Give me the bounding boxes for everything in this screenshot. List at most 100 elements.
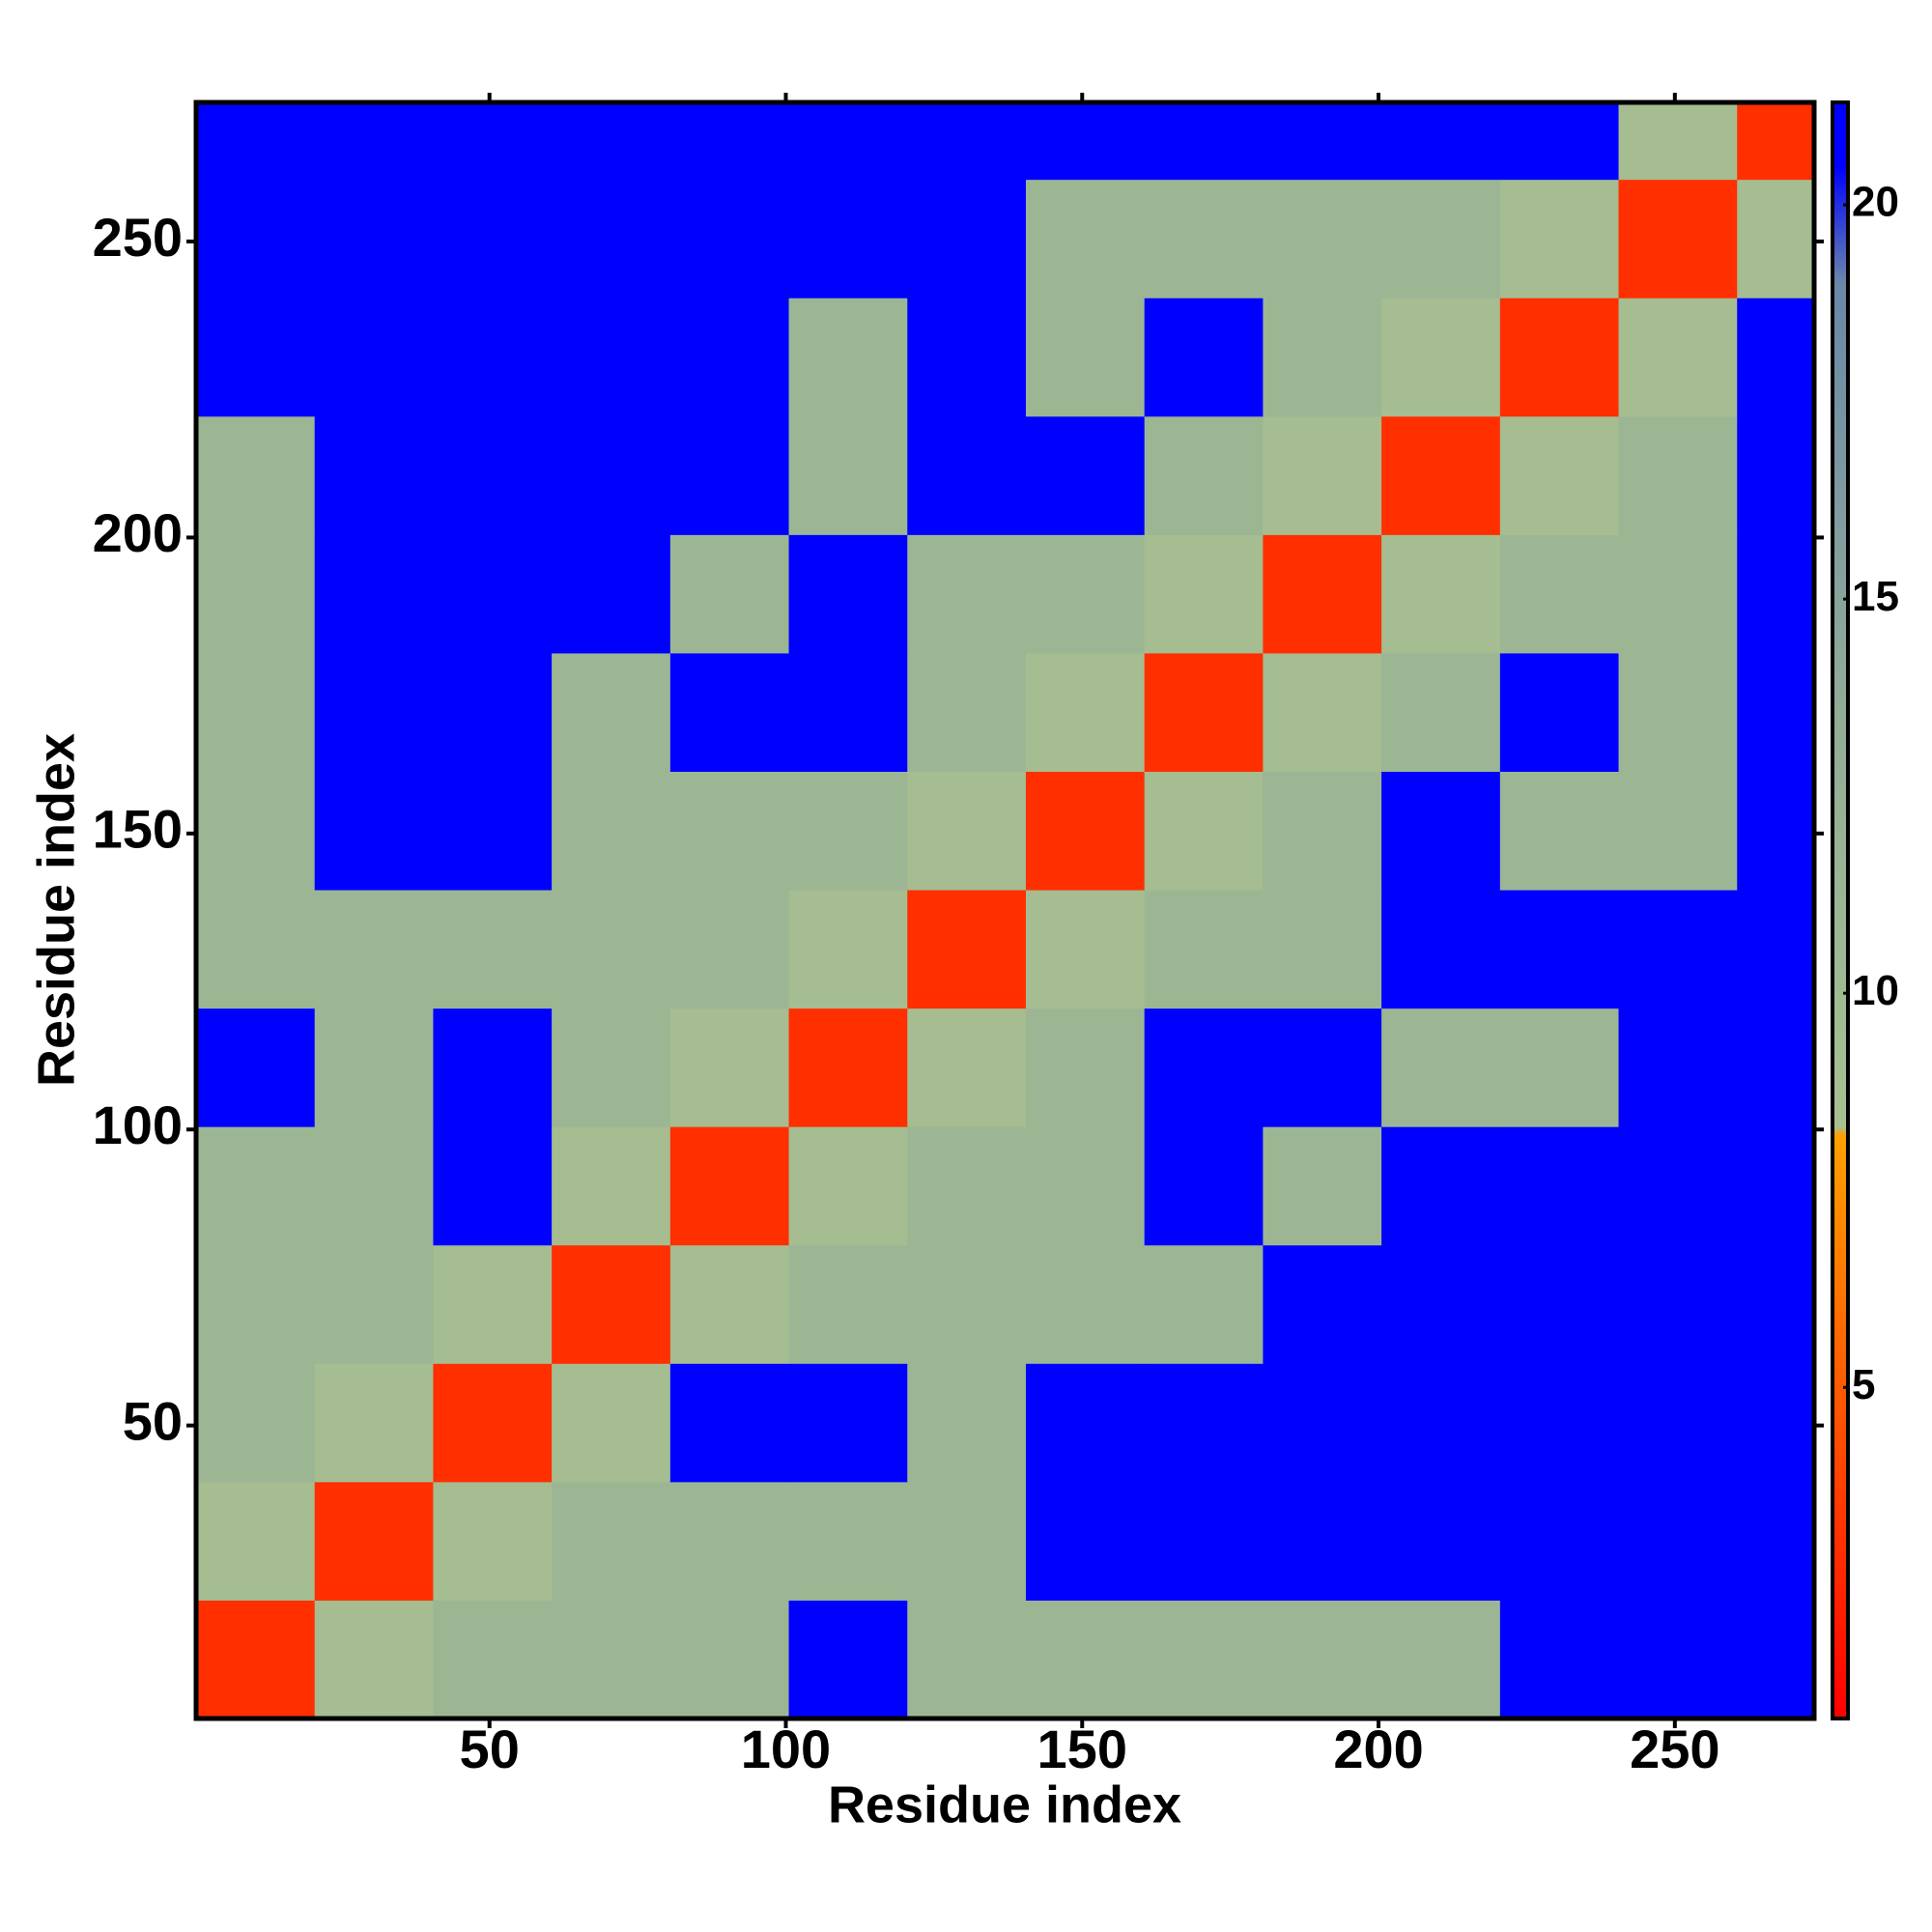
heatmap-cell — [788, 1600, 908, 1719]
heatmap-cell — [788, 1481, 908, 1601]
heatmap-cell — [1144, 1600, 1264, 1719]
heatmap-cell — [1263, 102, 1382, 181]
heatmap-cell — [669, 1363, 790, 1483]
heatmap-cell — [1263, 890, 1382, 1009]
heatmap-cell — [1025, 298, 1146, 417]
heatmap-cell — [669, 179, 790, 298]
heatmap-cell — [433, 771, 553, 891]
heatmap-cell — [552, 1008, 671, 1127]
heatmap-cell — [314, 771, 434, 891]
x-tick-label: 100 — [741, 1719, 831, 1779]
heatmap-cell — [552, 1126, 671, 1246]
heatmap-cell — [1618, 102, 1738, 181]
y-tick-label: 200 — [93, 502, 183, 563]
heatmap-cell — [1499, 1244, 1620, 1364]
heatmap-cell — [552, 1363, 671, 1483]
heatmap-cell — [1381, 1600, 1501, 1719]
heatmap-cell — [1499, 179, 1620, 298]
heatmap-cell — [1737, 890, 1815, 1009]
heatmap-cell — [1025, 1481, 1146, 1601]
heatmap-cell — [1737, 415, 1815, 535]
heatmap-cell — [1499, 652, 1620, 772]
x-tick-label: 200 — [1333, 1719, 1423, 1779]
heatmap-cell — [669, 298, 790, 417]
heatmap-cell — [196, 179, 316, 298]
heatmap-cell — [433, 1126, 553, 1246]
heatmap-cell — [1381, 1363, 1501, 1483]
heatmap-cell — [1144, 1126, 1264, 1246]
heatmap-cell — [1381, 1481, 1501, 1601]
heatmap-cell — [314, 1363, 434, 1483]
heatmap-cell — [1499, 415, 1620, 535]
heatmap-cell — [1144, 534, 1264, 654]
heatmap-cell — [1381, 102, 1501, 181]
y-tick-label: 50 — [123, 1390, 183, 1451]
heatmap-cell — [552, 771, 671, 891]
heatmap-cell — [788, 534, 908, 654]
heatmap-cell — [314, 102, 434, 181]
heatmap-cell — [1618, 1600, 1738, 1719]
x-tick-label: 250 — [1630, 1719, 1719, 1779]
colorbar-tick-label: 15 — [1852, 573, 1899, 620]
heatmap-cell — [1025, 771, 1146, 891]
heatmap-cell — [788, 179, 908, 298]
heatmap-cell — [552, 179, 671, 298]
heatmap-cell — [669, 771, 790, 891]
heatmap-cell — [669, 1244, 790, 1364]
heatmap-cell — [1737, 1481, 1815, 1601]
heatmap-cell — [314, 179, 434, 298]
heatmap-cell — [433, 1600, 553, 1719]
x-tick-label: 50 — [460, 1719, 520, 1779]
heatmap-cell — [907, 1481, 1027, 1601]
heatmap-cell — [1737, 179, 1815, 298]
heatmap-cell — [907, 771, 1027, 891]
heatmap-cell — [1263, 415, 1382, 535]
heatmap-cell — [1144, 1244, 1264, 1364]
heatmap-cell — [788, 1008, 908, 1127]
heatmap-cell — [1144, 652, 1264, 772]
heatmap-cell — [1381, 1126, 1501, 1246]
heatmap-cell — [788, 890, 908, 1009]
heatmap-cell — [433, 102, 553, 181]
heatmap-cell — [1737, 1600, 1815, 1719]
heatmap-cell — [1737, 1126, 1815, 1246]
heatmap-cell — [1263, 1600, 1382, 1719]
heatmap-cell — [1381, 415, 1501, 535]
heatmap-cell — [669, 1481, 790, 1601]
heatmap-cell — [1025, 652, 1146, 772]
heatmap-cell — [1618, 1363, 1738, 1483]
heatmap-cell — [433, 652, 553, 772]
heatmap-cell — [433, 179, 553, 298]
heatmap-cell — [1499, 1126, 1620, 1246]
heatmap-cell — [1263, 1363, 1382, 1483]
heatmap-cell — [314, 890, 434, 1009]
x-axis-label: Residue index — [828, 1776, 1181, 1833]
heatmap-cell — [196, 1600, 316, 1719]
heatmap-cell — [1499, 771, 1620, 891]
heatmap-cell — [1263, 298, 1382, 417]
heatmap-cell — [1381, 534, 1501, 654]
heatmap-cell — [1381, 1244, 1501, 1364]
heatmap-cell — [1025, 890, 1146, 1009]
heatmap-cell — [907, 534, 1027, 654]
heatmap-cell — [314, 298, 434, 417]
heatmap-cell — [1618, 1008, 1738, 1127]
heatmap-cell — [1025, 179, 1146, 298]
heatmap-cell — [552, 534, 671, 654]
heatmap-cell — [552, 1600, 671, 1719]
heatmap-cell — [196, 1481, 316, 1601]
heatmap-cell — [552, 652, 671, 772]
heatmap-cell — [1144, 415, 1264, 535]
heatmap-cell — [1025, 1363, 1146, 1483]
plot-frame — [193, 99, 1817, 1721]
heatmap-cell — [1618, 415, 1738, 535]
heatmap-cell — [1499, 534, 1620, 654]
heatmap-cell — [907, 652, 1027, 772]
heatmap-cell — [1737, 652, 1815, 772]
heatmap-cell — [669, 102, 790, 181]
heatmap — [196, 102, 1815, 1719]
heatmap-cell — [1025, 1126, 1146, 1246]
heatmap-cell — [788, 652, 908, 772]
